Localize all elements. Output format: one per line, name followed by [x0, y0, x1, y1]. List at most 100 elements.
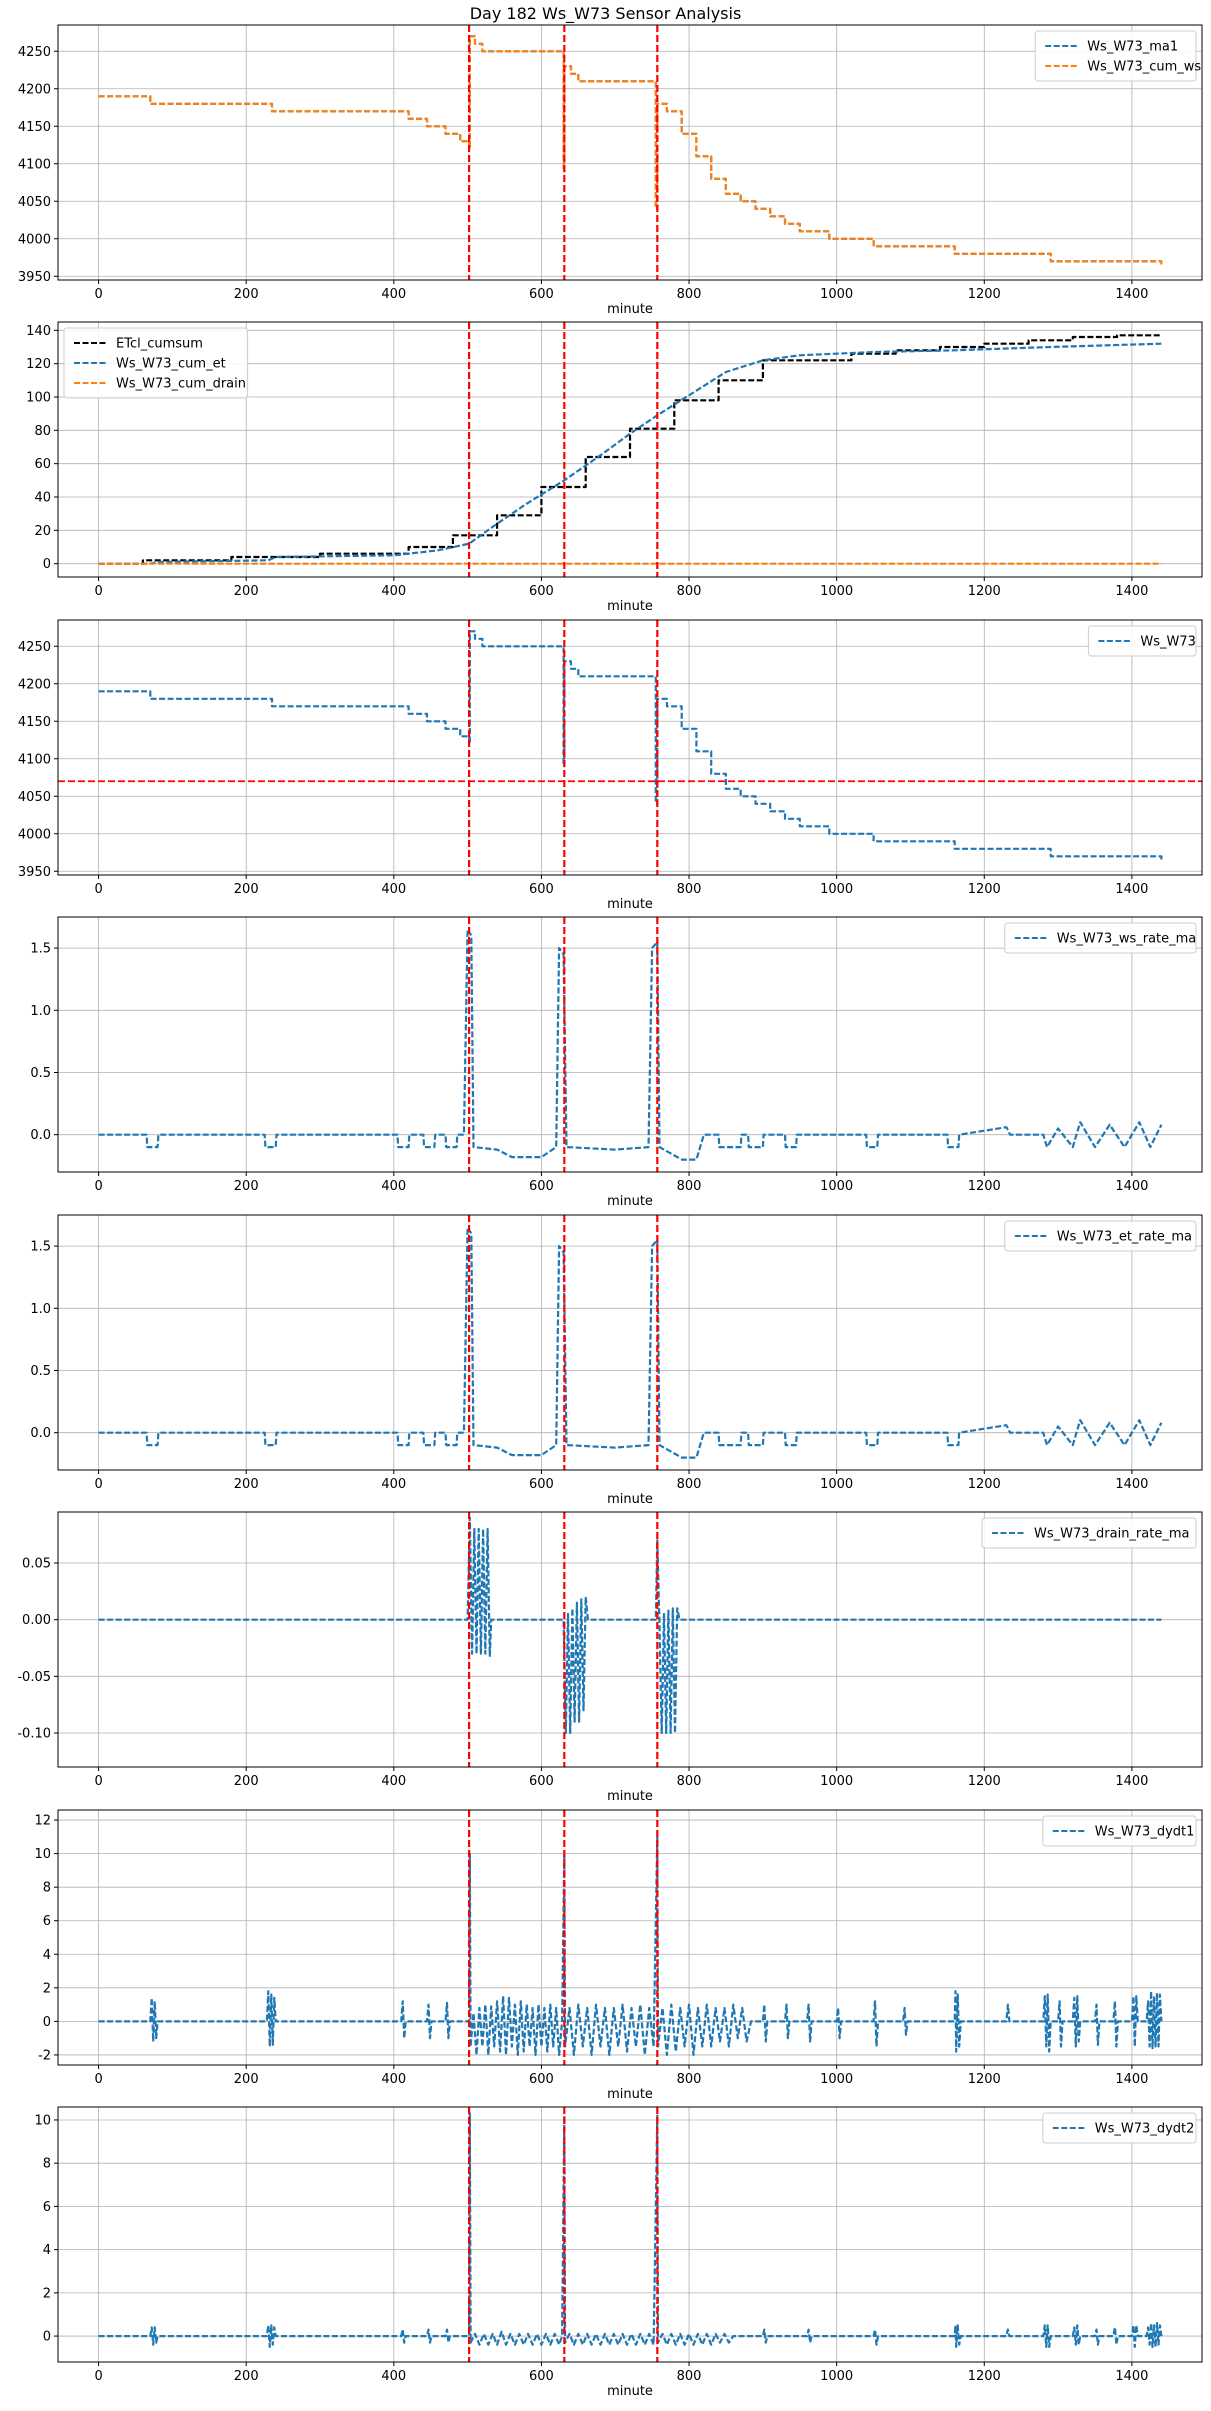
legend-box — [1042, 2112, 1197, 2144]
x-tick-label: 1200 — [968, 287, 1001, 302]
plot-area — [98, 917, 1163, 1172]
y-tick-label: 0 — [43, 557, 51, 572]
x-tick-label: 800 — [677, 2369, 702, 2384]
x-tick-label: 400 — [381, 2072, 406, 2087]
x-tick-label: 600 — [529, 2072, 554, 2087]
axes-frame — [57, 321, 1203, 578]
x-tick-label: 1200 — [968, 1179, 1001, 1194]
legend-label: Ws_W73_dydt2 — [1095, 2122, 1195, 2137]
y-tick-label: 1.5 — [30, 1240, 51, 1255]
x-tick-label: 0 — [94, 1774, 102, 1789]
x-tick-label: 800 — [677, 1774, 702, 1789]
axes-frame — [57, 1214, 1203, 1471]
x-tick-label: 0 — [94, 882, 102, 897]
x-tick-label: 400 — [381, 1774, 406, 1789]
legend-box — [1034, 30, 1197, 82]
x-tick-label: 1000 — [820, 882, 853, 897]
series-line-1 — [98, 1835, 1163, 2056]
x-tick-label: 1000 — [820, 2072, 853, 2087]
y-tick-label: 4 — [43, 2243, 51, 2258]
x-tick-label: 600 — [529, 1179, 554, 1194]
legend: Ws_W73_drain_rate_ma — [981, 1517, 1197, 1549]
legend: Ws_W73_ma1 Ws_W73_cum_ws — [1034, 30, 1201, 82]
legend-label: Ws_W73_ws_rate_ma — [1057, 932, 1196, 947]
x-tick-label: 400 — [381, 1477, 406, 1492]
subplot-5: 0 200 400 600 800 1000 1200 1400 minute 0.0 0.5 1.0… — [30, 1214, 1203, 1507]
legend: Ws_W73_et_rate_ma — [1004, 1220, 1197, 1252]
y-tick-label: 20 — [34, 524, 51, 539]
y-tick-label: 4150 — [18, 715, 51, 730]
y-tick-label: 8 — [43, 2157, 51, 2172]
y-tick-label: 4050 — [18, 790, 51, 805]
legend: Ws_W73_ws_rate_ma — [1004, 922, 1197, 954]
x-tick-label: 1200 — [968, 584, 1001, 599]
y-tick-label: 1.0 — [30, 1004, 51, 1019]
x-tick-label: 1400 — [1115, 584, 1148, 599]
x-tick-label: 400 — [381, 1179, 406, 1194]
axes-frame — [57, 24, 1203, 281]
y-tick-label: 4100 — [18, 157, 51, 172]
x-tick-label: 0 — [94, 287, 102, 302]
x-tick-label: 0 — [94, 2369, 102, 2384]
series-line-2 — [98, 35, 1163, 265]
y-tick-label: 40 — [34, 491, 51, 506]
legend-label: Ws_W73 — [1140, 635, 1196, 650]
axes-frame — [57, 619, 1203, 876]
legend-box — [1087, 625, 1197, 657]
series-line-1 — [98, 630, 1163, 860]
x-tick-label: 0 — [94, 2072, 102, 2087]
y-tick-label: 80 — [34, 424, 51, 439]
x-tick-label: 200 — [234, 287, 259, 302]
x-tick-label: 0 — [94, 1179, 102, 1194]
plot-area — [58, 620, 1202, 875]
y-tick-label: 10 — [34, 1847, 51, 1862]
x-axis-label: minute — [607, 599, 653, 614]
x-tick-label: 600 — [529, 2369, 554, 2384]
x-tick-label: 200 — [234, 882, 259, 897]
x-tick-label: 200 — [234, 1774, 259, 1789]
y-tick-label: -2 — [38, 2048, 51, 2063]
x-tick-label: 0 — [94, 584, 102, 599]
legend: Ws_W73_dydt1 — [1042, 1815, 1197, 1847]
y-tick-label: 4000 — [18, 232, 51, 247]
x-axis-label: minute — [607, 897, 653, 912]
x-tick-label: 400 — [381, 287, 406, 302]
x-tick-label: 1400 — [1115, 1179, 1148, 1194]
y-tick-label: 4100 — [18, 752, 51, 767]
legend-box — [1004, 922, 1197, 954]
y-tick-label: 0 — [43, 2330, 51, 2345]
legend-box — [1004, 1220, 1197, 1252]
x-tick-label: 1200 — [968, 1477, 1001, 1492]
subplot-8: 0 200 400 600 800 1000 1200 1400 minute 0 2 4 6 8 10 Ws… — [34, 2106, 1203, 2399]
x-axis-label: minute — [607, 1492, 653, 1507]
y-tick-label: 0.0 — [30, 1426, 51, 1441]
y-tick-label: 4250 — [18, 640, 51, 655]
y-tick-label: 0.00 — [22, 1613, 51, 1628]
x-tick-label: 200 — [234, 2369, 259, 2384]
x-axis-label: minute — [607, 1194, 653, 1209]
x-tick-label: 800 — [677, 1477, 702, 1492]
legend: Ws_W73_dydt2 — [1042, 2112, 1197, 2144]
y-tick-label: 4200 — [18, 82, 51, 97]
x-tick-label: 200 — [234, 1477, 259, 1492]
subplot-6: 0 200 400 600 800 1000 1200 1400 minute -0.10 -0.0… — [17, 1511, 1203, 1804]
series-line-1 — [98, 35, 1162, 263]
y-tick-label: 1.5 — [30, 942, 51, 957]
y-tick-label: 4150 — [18, 120, 51, 135]
plot-area — [98, 25, 1163, 280]
x-tick-label: 1200 — [968, 1774, 1001, 1789]
plot-area — [98, 1215, 1163, 1470]
y-tick-label: 12 — [34, 1814, 51, 1829]
subplot-3: 0 200 400 600 800 1000 1200 1400 minute 3950 4000 4… — [18, 619, 1203, 912]
series-line-1 — [98, 928, 1163, 1161]
y-tick-label: 8 — [43, 1881, 51, 1896]
y-tick-label: 4200 — [18, 677, 51, 692]
x-tick-label: 1400 — [1115, 287, 1148, 302]
x-axis-label: minute — [607, 1789, 653, 1804]
y-tick-label: 4000 — [18, 827, 51, 842]
legend-label: Ws_W73_et_rate_ma — [1057, 1230, 1192, 1245]
x-tick-label: 1400 — [1115, 1774, 1148, 1789]
subplot-1: 0 200 400 600 800 1000 1200 1400 minute 3950 4000 4… — [18, 24, 1203, 317]
y-tick-label: 4250 — [18, 45, 51, 60]
